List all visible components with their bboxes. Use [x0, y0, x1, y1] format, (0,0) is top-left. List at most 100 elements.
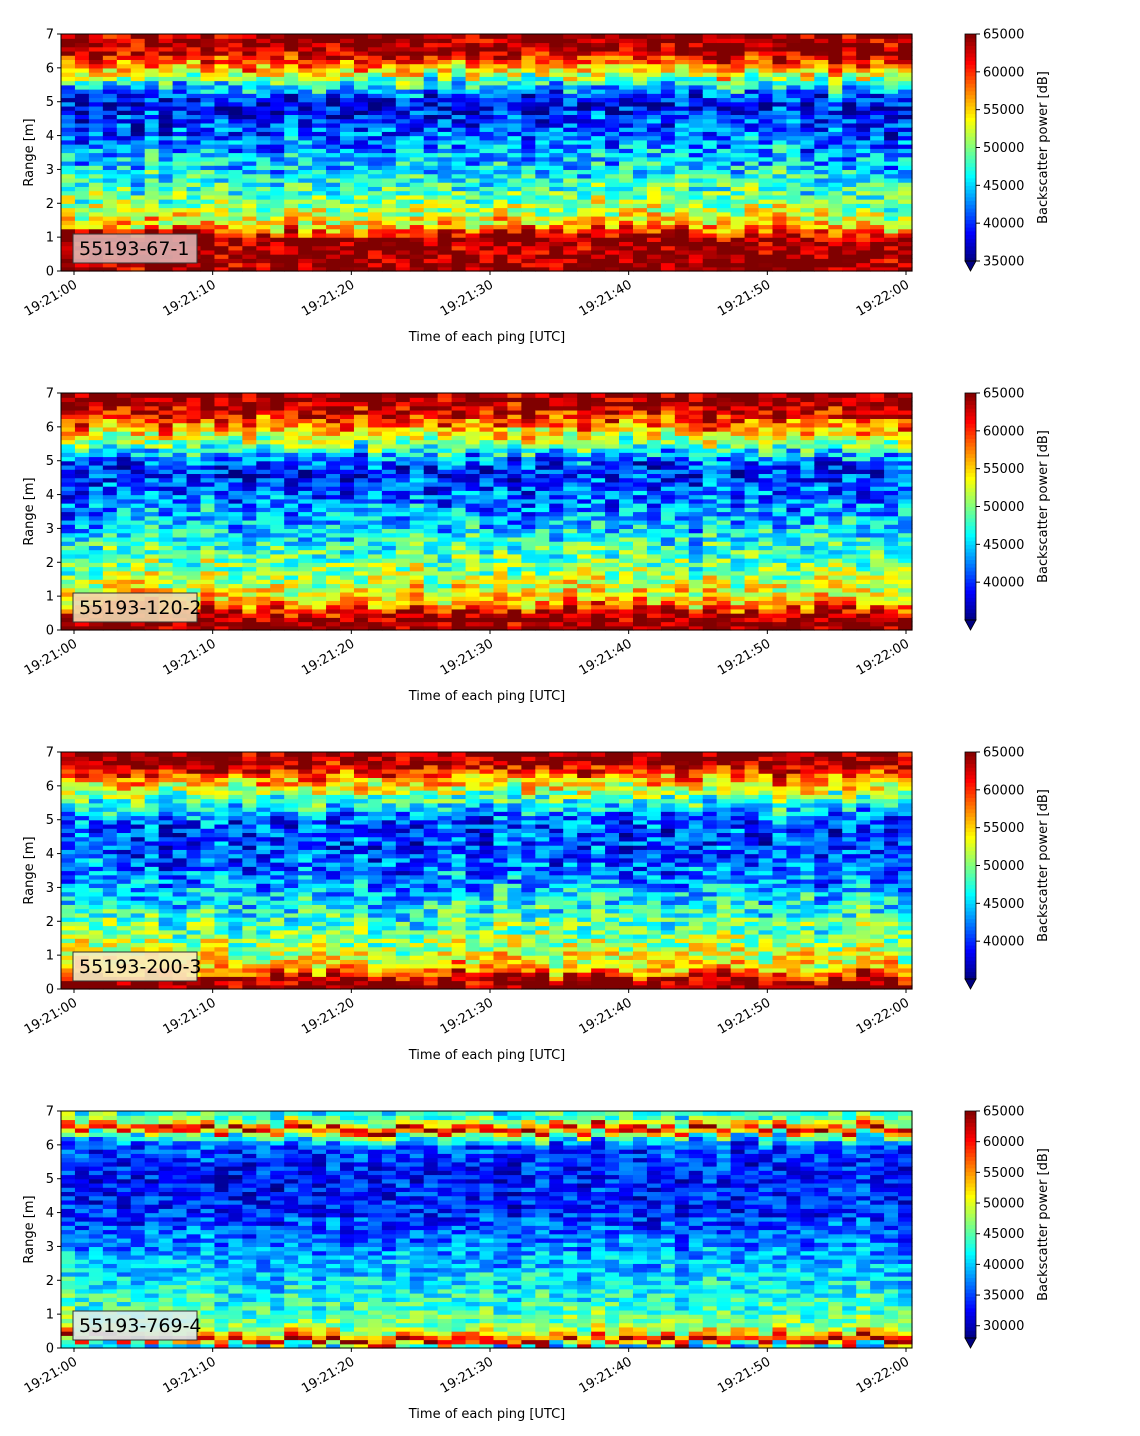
heatmap-cell	[61, 553, 76, 559]
heatmap-cell	[409, 625, 425, 631]
heatmap-cell	[856, 224, 871, 230]
heatmap-cell	[409, 414, 425, 419]
heatmap-cell	[437, 224, 453, 230]
heatmap-cell	[521, 165, 536, 171]
heatmap-cell	[326, 50, 341, 56]
heatmap-cell	[619, 55, 634, 60]
heatmap-cell	[88, 152, 104, 158]
heatmap-cell	[353, 97, 369, 103]
heatmap-cell	[102, 34, 118, 39]
heatmap-cell	[284, 89, 299, 94]
heatmap-cell	[479, 258, 495, 264]
heatmap-cell	[102, 131, 118, 137]
heatmap-cell	[395, 473, 411, 479]
heatmap-cell	[158, 414, 174, 419]
heatmap-cell	[423, 114, 439, 120]
heatmap-cell	[367, 38, 383, 44]
heatmap-cell	[186, 42, 202, 48]
heatmap-cell	[116, 448, 132, 453]
heatmap-cell	[214, 89, 230, 94]
heatmap-cell	[856, 194, 871, 200]
heatmap-cell	[88, 621, 104, 627]
heatmap-cell	[716, 34, 732, 39]
heatmap-cell	[102, 439, 118, 445]
heatmap-cell	[786, 203, 801, 209]
heatmap-cell	[116, 532, 132, 538]
heatmap-cell	[284, 135, 299, 141]
heatmap-cell	[312, 144, 327, 149]
heatmap-cell	[200, 536, 216, 542]
heatmap-cell	[312, 46, 327, 52]
heatmap-cell	[563, 139, 578, 145]
heatmap-cell	[158, 194, 174, 200]
heatmap-cell	[340, 101, 355, 107]
heatmap-cell	[116, 67, 132, 73]
heatmap-cell	[674, 241, 690, 247]
heatmap-cell	[381, 46, 397, 52]
heatmap-cell	[312, 249, 327, 255]
heatmap-cell	[298, 464, 313, 470]
heatmap-cell	[884, 34, 899, 39]
heatmap-cell	[74, 186, 90, 192]
heatmap-cell	[884, 258, 899, 264]
heatmap-cell	[284, 524, 299, 530]
heatmap-cell	[870, 194, 885, 200]
heatmap-cell	[730, 194, 746, 200]
heatmap-cell	[381, 139, 397, 145]
heatmap-cell	[842, 237, 857, 242]
heatmap-cell	[270, 494, 285, 500]
heatmap-cell	[88, 76, 104, 82]
heatmap-cell	[270, 220, 285, 226]
heatmap-cell	[144, 460, 160, 466]
heatmap-cell	[898, 245, 913, 251]
heatmap-cell	[312, 165, 327, 171]
heatmap-cell	[298, 211, 313, 217]
heatmap-cell	[340, 600, 355, 606]
heatmap-cell	[228, 528, 243, 534]
heatmap-cell	[563, 110, 578, 116]
heatmap-cell	[367, 617, 383, 623]
heatmap-cell	[88, 583, 104, 589]
heatmap-cell	[284, 405, 299, 411]
heatmap-cell	[228, 110, 243, 116]
heatmap-cell	[409, 608, 425, 614]
heatmap-cell	[158, 456, 174, 462]
heatmap-cell	[437, 80, 453, 86]
heatmap-cell	[130, 34, 146, 39]
heatmap-cell	[451, 156, 467, 162]
heatmap-cell	[842, 262, 857, 268]
heatmap-cell	[270, 579, 285, 585]
heatmap-cell	[270, 574, 285, 580]
heatmap-cell	[730, 177, 746, 183]
heatmap-cell	[326, 190, 341, 196]
heatmap-cell	[688, 80, 704, 86]
heatmap-cell	[423, 110, 439, 116]
heatmap-cell	[74, 207, 90, 213]
heatmap-cell	[730, 232, 746, 238]
heatmap-cell	[242, 528, 257, 534]
heatmap-cell	[214, 426, 230, 432]
heatmap-cell	[61, 266, 76, 272]
heatmap-cell	[298, 127, 313, 132]
heatmap-cell	[479, 131, 495, 137]
heatmap-cell	[172, 579, 188, 585]
heatmap-cell	[507, 97, 522, 103]
heatmap-cell	[353, 215, 369, 221]
heatmap-cell	[646, 46, 662, 52]
heatmap-cell	[521, 144, 536, 149]
heatmap-cell	[144, 558, 160, 563]
heatmap-cell	[312, 596, 327, 601]
heatmap-cell	[423, 76, 439, 82]
heatmap-cell	[144, 266, 160, 272]
heatmap-cell	[172, 448, 188, 453]
heatmap-cell	[298, 498, 313, 504]
heatmap-cell	[381, 566, 397, 572]
heatmap-cell	[591, 249, 606, 255]
heatmap-cell	[535, 165, 550, 171]
heatmap-cell	[688, 50, 704, 56]
heatmap-cell	[158, 536, 174, 542]
heatmap-cell	[842, 118, 857, 124]
heatmap-cell	[702, 110, 718, 116]
heatmap-cell	[242, 237, 257, 242]
heatmap-cell	[116, 439, 132, 445]
